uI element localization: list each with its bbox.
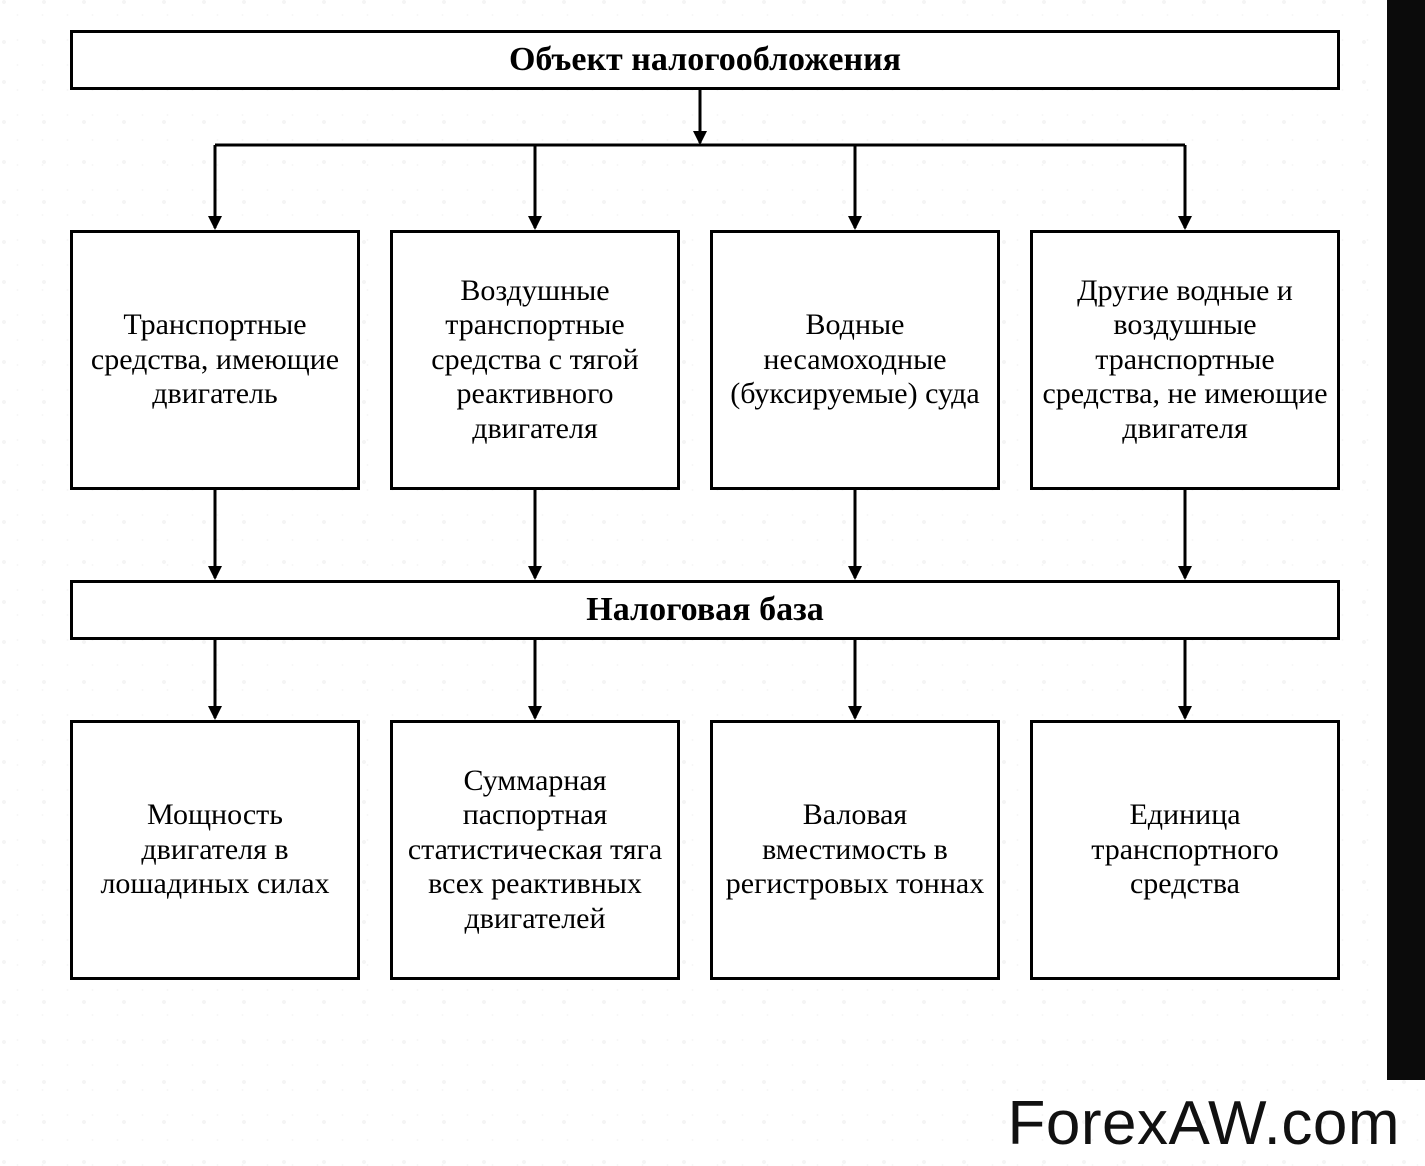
- mid-title-box: Налоговая база: [70, 580, 1340, 640]
- watermark-text: ForexAW.com: [0, 1088, 1400, 1159]
- top-title-text: Объект налогообложения: [509, 40, 901, 79]
- row2-cell-4: Единица транспортного средства: [1030, 720, 1340, 980]
- row2-cell-4-text: Единица транспортного средства: [1041, 798, 1329, 902]
- row2-cell-1-text: Мощность двигателя в лошадиных силах: [81, 798, 349, 902]
- row1-cell-2-text: Воздушные транспортные средства с тягой …: [401, 274, 669, 447]
- row2-cell-3-text: Валовая вместимость в регистровых тоннах: [721, 798, 989, 902]
- mid-title-text: Налоговая база: [586, 590, 824, 629]
- row1-cell-4: Другие водные и воздушные транспортные с…: [1030, 230, 1340, 490]
- row2-cell-2: Суммарная паспортная статистическая тяга…: [390, 720, 680, 980]
- row2-cell-2-text: Суммарная паспортная статистическая тяга…: [401, 764, 669, 937]
- row1-cell-1-text: Транспортные средства, имеющие двигатель: [81, 308, 349, 412]
- row1-cell-1: Транспортные средства, имеющие двигатель: [70, 230, 360, 490]
- row1-cell-4-text: Другие водные и воздушные транспортные с…: [1041, 274, 1329, 447]
- row1-cell-3-text: Водные несамоходные (буксируемые) суда: [721, 308, 989, 412]
- row1-cell-2: Воздушные транспортные средства с тягой …: [390, 230, 680, 490]
- top-title-box: Объект налогообложения: [70, 30, 1340, 90]
- row2-cell-3: Валовая вместимость в регистровых тоннах: [710, 720, 1000, 980]
- diagram-page: Объект налогообложения Транспортные сред…: [0, 0, 1425, 1166]
- row2-cell-1: Мощность двигателя в лошадиных силах: [70, 720, 360, 980]
- row1-cell-3: Водные несамоходные (буксируемые) суда: [710, 230, 1000, 490]
- scan-edge-bar: [1387, 0, 1425, 1080]
